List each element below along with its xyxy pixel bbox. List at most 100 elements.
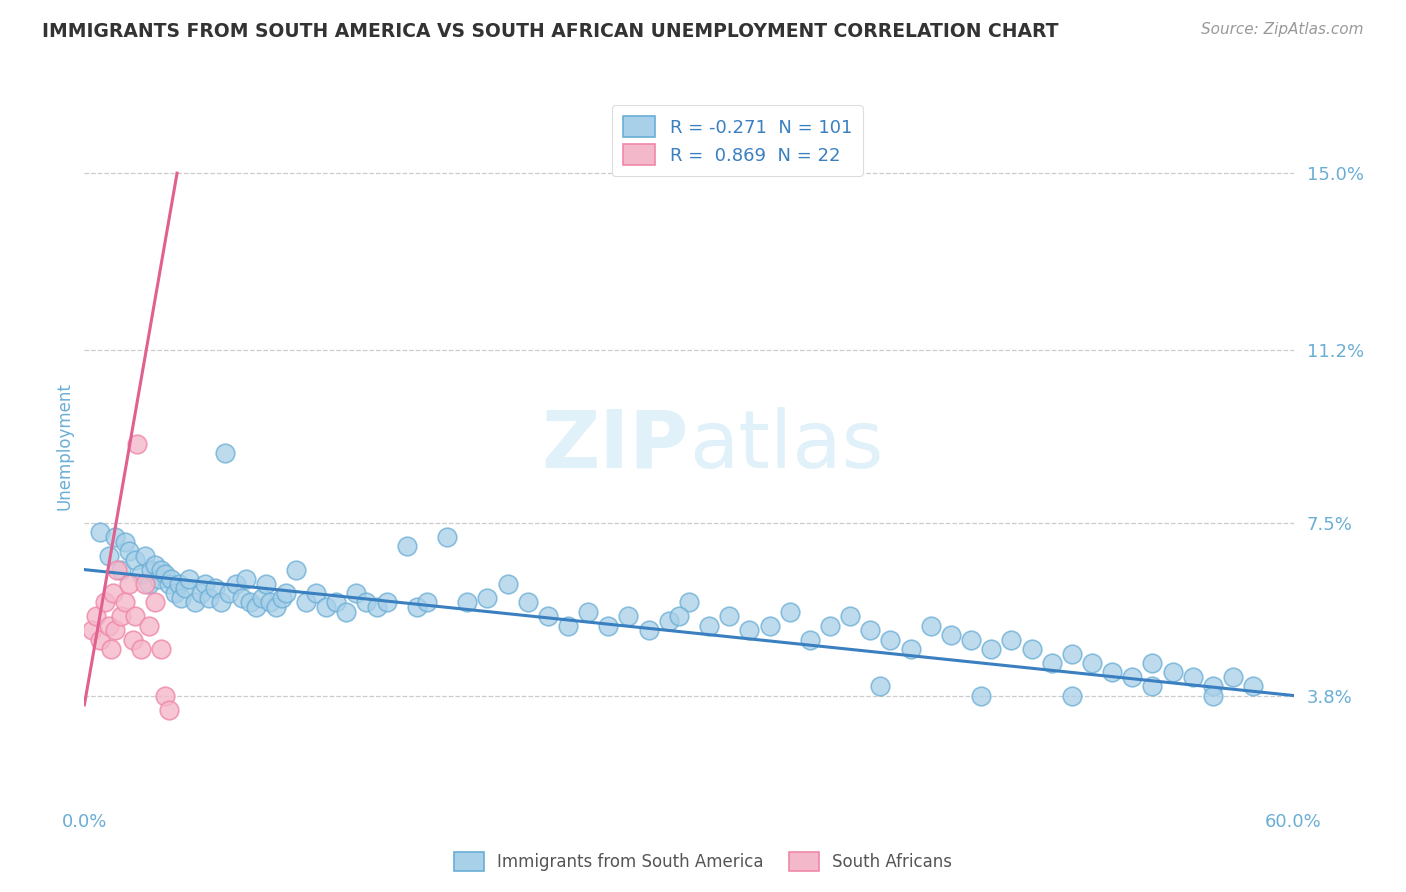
Point <box>335 605 357 619</box>
Point <box>1060 647 1083 661</box>
Point <box>818 618 841 632</box>
Point <box>153 567 176 582</box>
Point <box>110 609 132 624</box>
Point <box>250 591 273 605</box>
Point <box>697 618 720 632</box>
Point <box>114 595 136 609</box>
Point <box>86 609 108 624</box>
Point <box>89 525 111 540</box>
Point <box>516 595 538 609</box>
Point <box>366 599 388 614</box>
Point <box>537 609 560 624</box>
Point <box>138 576 160 591</box>
Point <box>436 530 458 544</box>
Point <box>1081 656 1104 670</box>
Point <box>82 624 104 638</box>
Point <box>138 618 160 632</box>
Point <box>148 572 170 586</box>
Point <box>149 563 172 577</box>
Point <box>245 599 267 614</box>
Point <box>1181 670 1204 684</box>
Point <box>254 576 277 591</box>
Point <box>1202 689 1225 703</box>
Y-axis label: Unemployment: Unemployment <box>55 382 73 510</box>
Point <box>125 436 148 450</box>
Legend: Immigrants from South America, South Africans: Immigrants from South America, South Afr… <box>446 843 960 880</box>
Point <box>456 595 478 609</box>
Point <box>416 595 439 609</box>
Point <box>143 558 166 572</box>
Point <box>1202 679 1225 693</box>
Point <box>557 618 579 632</box>
Point <box>105 563 128 577</box>
Point <box>1021 641 1043 656</box>
Point <box>939 628 962 642</box>
Point <box>174 581 197 595</box>
Point <box>167 576 190 591</box>
Point <box>218 586 240 600</box>
Point <box>134 576 156 591</box>
Point <box>346 586 368 600</box>
Point <box>149 641 172 656</box>
Point <box>678 595 700 609</box>
Point <box>89 632 111 647</box>
Point <box>637 624 659 638</box>
Point <box>799 632 821 647</box>
Point <box>153 689 176 703</box>
Point <box>375 595 398 609</box>
Point <box>124 553 146 567</box>
Point <box>157 702 180 716</box>
Point <box>356 595 378 609</box>
Point <box>295 595 318 609</box>
Point <box>134 549 156 563</box>
Point <box>104 530 127 544</box>
Text: Source: ZipAtlas.com: Source: ZipAtlas.com <box>1201 22 1364 37</box>
Point <box>239 595 262 609</box>
Point <box>231 591 253 605</box>
Point <box>920 618 942 632</box>
Point <box>305 586 328 600</box>
Point <box>1142 656 1164 670</box>
Point <box>118 544 141 558</box>
Point <box>179 572 201 586</box>
Text: IMMIGRANTS FROM SOUTH AMERICA VS SOUTH AFRICAN UNEMPLOYMENT CORRELATION CHART: IMMIGRANTS FROM SOUTH AMERICA VS SOUTH A… <box>42 22 1059 41</box>
Point <box>190 586 212 600</box>
Point <box>104 624 127 638</box>
Point <box>100 641 122 656</box>
Point <box>170 591 193 605</box>
Point <box>859 624 882 638</box>
Point <box>110 563 132 577</box>
Point <box>184 595 207 609</box>
Point <box>1060 689 1083 703</box>
Point <box>477 591 499 605</box>
Point <box>598 618 620 632</box>
Point <box>758 618 780 632</box>
Point <box>121 632 143 647</box>
Point <box>960 632 983 647</box>
Point <box>214 446 236 460</box>
Point <box>225 576 247 591</box>
Point <box>198 591 221 605</box>
Point <box>900 641 922 656</box>
Point <box>879 632 901 647</box>
Point <box>129 641 152 656</box>
Point <box>576 605 599 619</box>
Point <box>496 576 519 591</box>
Point <box>738 624 761 638</box>
Point <box>114 534 136 549</box>
Point <box>1101 665 1123 680</box>
Point <box>264 599 287 614</box>
Point <box>101 586 124 600</box>
Point <box>97 618 120 632</box>
Text: ZIP: ZIP <box>541 407 689 485</box>
Point <box>124 609 146 624</box>
Point <box>668 609 690 624</box>
Point <box>93 595 115 609</box>
Point <box>270 591 292 605</box>
Point <box>617 609 640 624</box>
Point <box>259 595 281 609</box>
Point <box>1161 665 1184 680</box>
Point <box>970 689 993 703</box>
Point <box>274 586 297 600</box>
Point <box>1142 679 1164 693</box>
